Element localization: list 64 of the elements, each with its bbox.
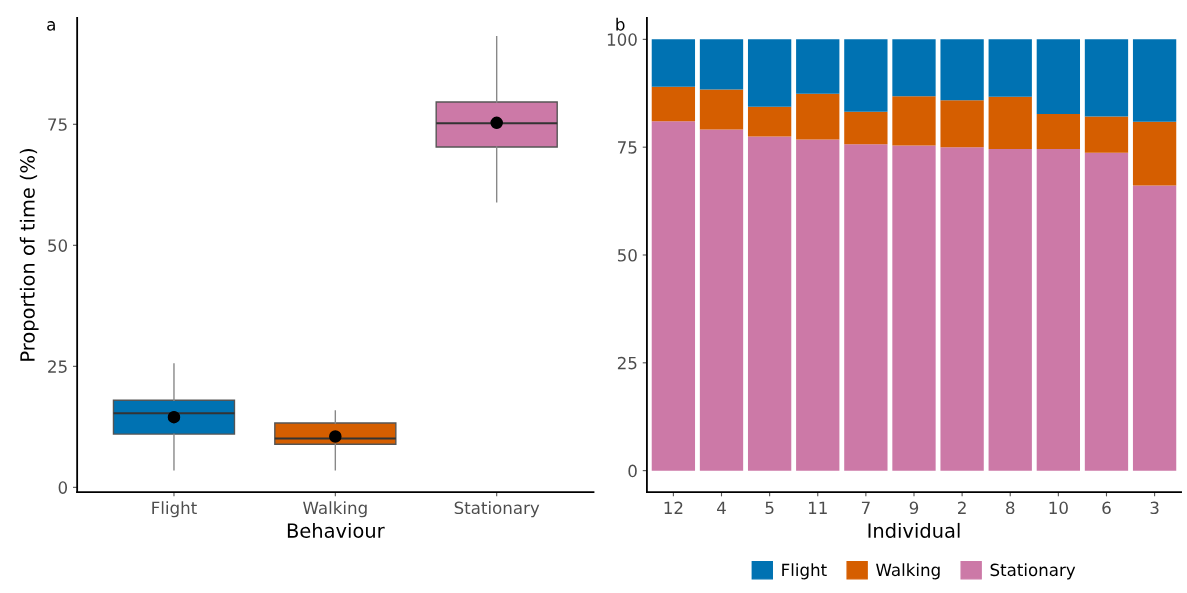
y-tick-label: 0: [628, 464, 637, 478]
y-axis-title: Proportion of time (%): [19, 149, 39, 361]
y-tick-label: 50: [48, 239, 68, 252]
bar: [796, 139, 840, 471]
bar: [844, 144, 888, 471]
bar: [651, 86, 696, 122]
bar: [699, 129, 744, 471]
bar: [1132, 121, 1177, 186]
bar: [940, 100, 984, 148]
y-tick-label: 75: [48, 118, 67, 131]
x-tick-label: 9: [909, 501, 919, 515]
bar: [651, 39, 696, 87]
bar: [940, 147, 984, 471]
x-tick-label: Stationary: [454, 501, 540, 518]
x-axis-title: Behaviour: [287, 522, 385, 538]
x-axis-title: Individual: [868, 522, 960, 538]
y-tick-label: 50: [617, 248, 637, 262]
bar: [844, 39, 888, 112]
y-tick-label: 25: [617, 356, 637, 370]
x-tick-label: 8: [1006, 501, 1015, 515]
x-tick-label: 5: [765, 501, 774, 515]
bar: [1036, 148, 1081, 471]
bar: [1036, 113, 1081, 149]
bar: [940, 39, 984, 101]
x-tick-label: 4: [717, 501, 726, 514]
bar: [892, 145, 936, 471]
bar: [892, 39, 936, 97]
bar: [699, 89, 744, 130]
legend-label: Stationary: [990, 563, 1076, 580]
x-tick-label: 10: [1049, 501, 1068, 515]
legend-label: Walking: [876, 563, 940, 580]
x-tick-label: 12: [664, 501, 683, 514]
legend-label: Flight: [782, 563, 827, 580]
bar: [988, 39, 1032, 97]
x-tick-label: 3: [1150, 501, 1159, 515]
bar: [747, 106, 792, 137]
bar: [651, 121, 696, 471]
y-tick-label: 25: [48, 360, 67, 373]
bar: [747, 136, 792, 471]
x-tick-label: 2: [958, 501, 966, 514]
bar: [1132, 185, 1177, 471]
chart-title: b: [616, 17, 625, 31]
bar: [796, 39, 840, 94]
bar: [1036, 39, 1081, 114]
x-tick-label: 6: [1102, 501, 1111, 515]
bar: [796, 93, 840, 140]
y-tick-label: 100: [607, 33, 637, 46]
x-tick-label: 7: [861, 501, 870, 514]
x-tick-label: Walking: [303, 501, 367, 518]
bar: [988, 96, 1032, 149]
chart-title: a: [47, 21, 55, 31]
bar: [1084, 116, 1129, 153]
bar: [699, 39, 744, 90]
x-tick-label: Flight: [152, 501, 197, 518]
y-tick-label: 75: [618, 141, 637, 154]
bar: [747, 39, 792, 107]
bar: [1084, 152, 1129, 471]
x-tick-label: 11: [808, 501, 827, 514]
y-tick-label: 0: [58, 481, 68, 494]
bar: [988, 148, 1032, 471]
bar: [844, 111, 888, 145]
bar: [1132, 39, 1177, 122]
bar: [892, 96, 936, 146]
bar: [1084, 39, 1129, 117]
